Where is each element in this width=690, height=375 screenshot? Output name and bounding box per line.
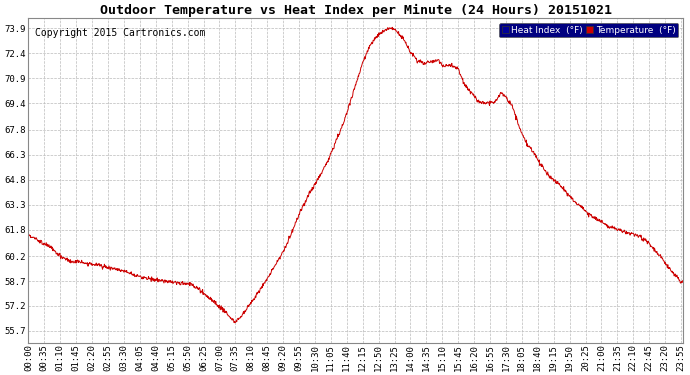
Legend: Heat Index  (°F), Temperature  (°F): Heat Index (°F), Temperature (°F) (499, 23, 678, 38)
Text: Copyright 2015 Cartronics.com: Copyright 2015 Cartronics.com (35, 28, 206, 38)
Title: Outdoor Temperature vs Heat Index per Minute (24 Hours) 20151021: Outdoor Temperature vs Heat Index per Mi… (99, 4, 611, 17)
